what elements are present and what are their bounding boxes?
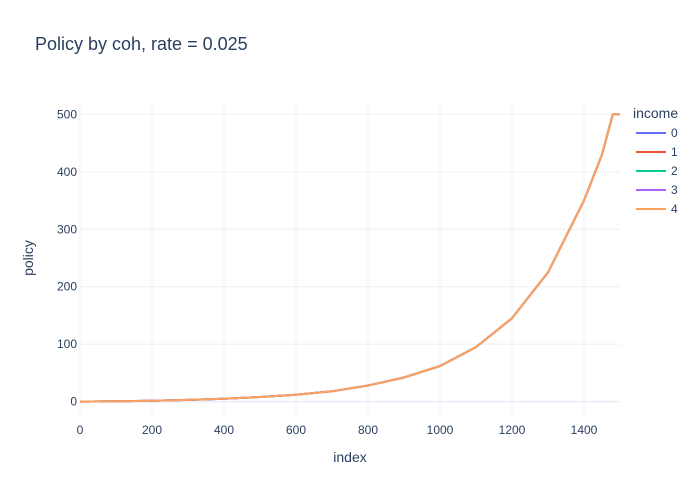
- y-tick-label: 500: [57, 107, 77, 121]
- y-tick-label: 0: [70, 395, 77, 409]
- x-axis-title: index: [333, 449, 366, 465]
- legend-label: 0: [671, 126, 678, 140]
- x-tick-label: 800: [358, 423, 378, 437]
- y-tick-label: 300: [57, 222, 77, 236]
- legend-item-2[interactable]: 2: [636, 164, 678, 178]
- legend-item-0[interactable]: 0: [636, 126, 678, 140]
- x-tick-label: 200: [142, 423, 162, 437]
- legend-item-3[interactable]: 3: [636, 183, 678, 197]
- legend[interactable]: 0 1 2 3 4: [636, 126, 678, 216]
- legend-label: 3: [671, 183, 678, 197]
- legend-item-4[interactable]: 4: [636, 202, 678, 216]
- series-line-4: [79, 113, 620, 403]
- x-tick-label: 400: [214, 423, 234, 437]
- legend-title: income: [633, 105, 678, 121]
- legend-label: 2: [671, 164, 678, 178]
- x-tick-label: 1000: [427, 423, 454, 437]
- x-tick-label: 0: [77, 423, 84, 437]
- x-axis-ticks: 0 200 400 600 800 1000 1200 1400: [77, 423, 598, 437]
- legend-label: 1: [671, 145, 678, 159]
- y-axis-ticks: 0 100 200 300 400 500: [57, 107, 77, 408]
- y-axis-title: policy: [20, 240, 36, 276]
- x-tick-label: 1200: [499, 423, 526, 437]
- grid-lines: [79, 100, 620, 416]
- y-tick-label: 200: [57, 280, 77, 294]
- y-tick-label: 400: [57, 165, 77, 179]
- x-tick-label: 1400: [571, 423, 598, 437]
- legend-label: 4: [671, 202, 678, 216]
- plot-area: [80, 100, 620, 416]
- legend-item-1[interactable]: 1: [636, 145, 678, 159]
- series-lines: [79, 113, 620, 403]
- y-tick-label: 100: [57, 337, 77, 351]
- x-tick-label: 600: [286, 423, 306, 437]
- chart-title: Policy by coh, rate = 0.025: [35, 34, 248, 54]
